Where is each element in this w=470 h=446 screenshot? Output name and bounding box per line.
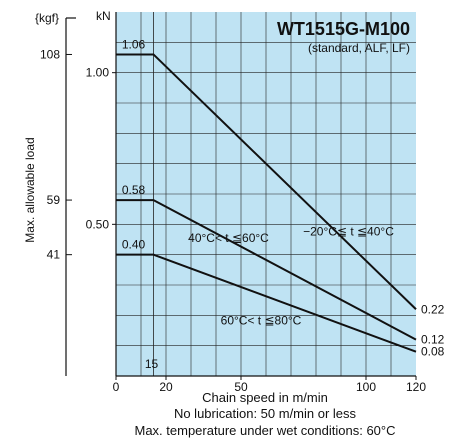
note-wet-temperature: Max. temperature under wet conditions: 6…	[134, 423, 396, 438]
y-tick-label-kn: 0.50	[86, 217, 110, 231]
series-line	[116, 53, 417, 310]
series-name-label: 40°C< t ≦60°C	[188, 231, 269, 245]
series-start-label: 0.58	[122, 183, 146, 197]
series-start-label: 0.40	[122, 238, 146, 252]
series-end-label: 0.08	[421, 345, 445, 359]
grid	[116, 12, 416, 376]
series-line	[116, 253, 417, 353]
series-name-label: −20°C≦ t ≦40°C	[303, 225, 394, 239]
y-unit-kgf: {kgf}	[35, 11, 59, 25]
note-no-lubrication: No lubrication: 50 m/min or less	[173, 406, 357, 421]
series-end-label: 0.12	[421, 333, 445, 347]
series-line	[116, 199, 417, 341]
x-axis-label: Chain speed in m/min	[202, 390, 328, 405]
x-tick-label: 20	[159, 380, 173, 394]
series-lines	[116, 53, 417, 353]
marker-label-15: 15	[145, 357, 159, 371]
y-tick-label-kgf: 108	[40, 47, 60, 61]
chart-labels: 0 20 50 100 120 1.00 0.50 108 59 41 15 1.06 0.22 −20°…	[40, 37, 445, 394]
x-tick-label: 50	[234, 380, 248, 394]
y-tick-label-kgf: 41	[47, 248, 61, 262]
y-axis-label: Max. allowable load	[23, 137, 37, 242]
x-tick-label: 100	[356, 380, 376, 394]
chart-title: WT1515G-M100	[277, 19, 410, 39]
y-tick-label-kn: 1.00	[86, 66, 110, 80]
x-tick-label: 120	[406, 380, 426, 394]
y-tick-label-kgf: 59	[47, 193, 61, 207]
series-end-label: 0.22	[421, 302, 445, 316]
y-unit-kn: kN	[96, 9, 111, 23]
x-tick-label: 0	[113, 380, 120, 394]
tick-marks	[66, 53, 417, 380]
chart-subtitle: (standard, ALF, LF)	[308, 41, 410, 55]
series-name-label: 60°C< t ≦80°C	[221, 313, 302, 327]
series-start-label: 1.06	[122, 37, 146, 51]
